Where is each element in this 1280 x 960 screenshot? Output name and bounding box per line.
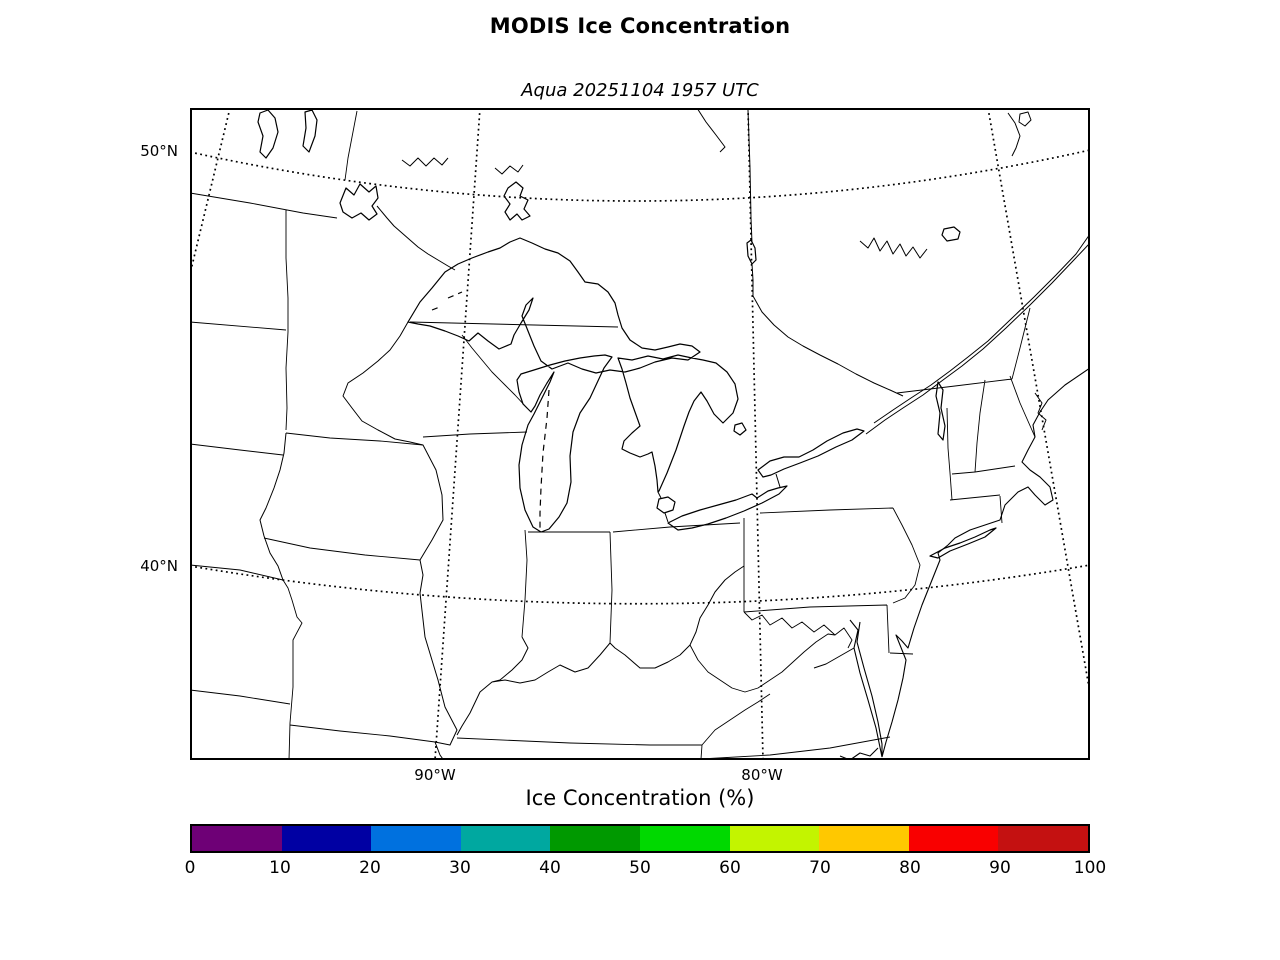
map-frame [190,108,1090,760]
colorbar-segment [192,826,282,851]
colorbar-tick-label: 100 [1073,858,1107,878]
colorbar-tick-label: 0 [184,858,196,878]
state-borders [190,110,1036,760]
colorbar-segment [460,826,551,851]
colorbar-tick-label: 50 [629,858,651,878]
colorbar-tick-label: 10 [269,858,291,878]
lat-tick-label-50n: 50°N [140,142,178,160]
colorbar-segment [998,826,1088,851]
colorbar-tick-label: 90 [989,858,1011,878]
colorbar-label: Ice Concentration (%) [525,786,755,810]
colorbar-ticks: 0 10 20 30 40 50 60 70 80 90 100 [185,858,1107,880]
colorbar-segment [729,826,820,851]
atlantic-coastline [839,367,1090,760]
colorbar-tick-label: 20 [359,858,381,878]
subtitle-timestamp: Aqua 20251104 1957 UTC [521,80,759,101]
colorbar-tick-label: 70 [809,858,831,878]
lat-tick-label-40n: 40°N [140,557,178,575]
colorbar-tick-label: 30 [449,858,471,878]
map-area [190,108,1090,760]
colorbar-segments [190,824,1090,853]
lon-tick-label-90w: 90°W [414,766,456,784]
colorbar-segment [550,826,640,851]
colorbar-tick-label: 40 [539,858,561,878]
graticule-lines [190,108,1090,760]
colorbar-segment [371,826,461,851]
colorbar-tick-label: 60 [719,858,741,878]
colorbar-segment [908,826,999,851]
colorbar-tick-label: 80 [899,858,921,878]
rivers-paths [259,108,1090,760]
map-canvas [190,108,1090,760]
lakes-outlines [257,109,997,559]
colorbar-segment [639,826,730,851]
colorbar-segment [281,826,372,851]
water-boundary-dashes [431,291,550,528]
page-title: MODIS Ice Concentration [489,14,791,38]
lon-tick-label-80w: 80°W [741,766,783,784]
colorbar-segment [819,826,909,851]
